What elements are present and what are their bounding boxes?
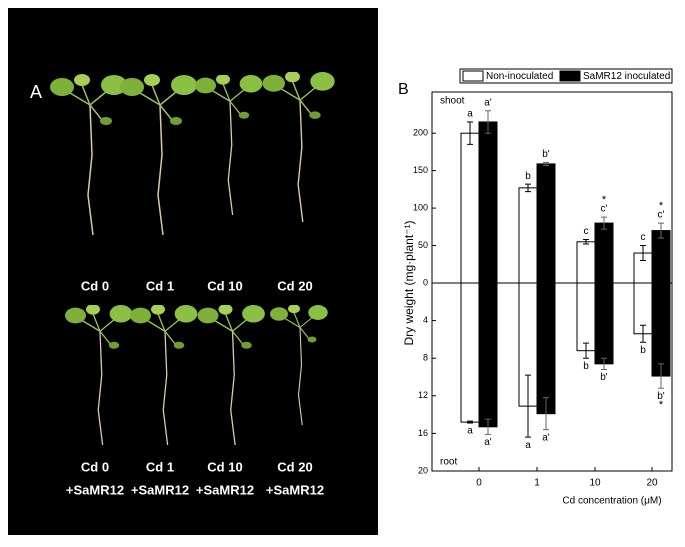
bar <box>536 282 556 415</box>
significance-letter: b <box>640 345 646 356</box>
plot-frame <box>431 91 673 472</box>
significance-letter: b' <box>600 372 608 383</box>
error-bar <box>640 245 646 262</box>
y-tick-label: 100 <box>413 202 428 212</box>
plant-label: Cd 0 <box>81 278 109 293</box>
error-bar <box>658 222 664 239</box>
y-tick-label: 50 <box>418 240 428 250</box>
significance-letter: b <box>583 361 589 372</box>
legend-label: Non-inoculated <box>486 71 553 82</box>
x-tick-label: 10 <box>589 478 601 489</box>
plant-label: Cd 20 <box>277 459 312 474</box>
error-bar <box>583 239 589 245</box>
y-tick-label: 8 <box>423 353 428 363</box>
significance-letter: b' <box>542 149 550 160</box>
significance-letter: a <box>525 440 531 451</box>
bar <box>576 241 596 284</box>
error-bar <box>543 161 549 166</box>
x-tick-label: 20 <box>646 478 658 489</box>
plant-label: +SaMR12 <box>131 482 189 497</box>
significance-letter: c <box>584 226 589 237</box>
y-tick-label: 16 <box>418 428 428 438</box>
bar <box>594 282 614 365</box>
error-bar <box>640 324 646 343</box>
error-bar <box>525 374 531 438</box>
error-bar <box>583 342 589 359</box>
error-bar <box>467 121 473 145</box>
y-tick-label: 0 <box>423 277 428 287</box>
significance-letter: c' <box>658 210 665 221</box>
bar <box>536 163 556 284</box>
bar <box>460 282 480 423</box>
error-bar <box>485 110 491 134</box>
legend-label: SaMR12 inoculated <box>583 71 670 82</box>
significance-letter: a' <box>542 432 550 443</box>
y-tick-label: 12 <box>418 390 428 400</box>
significance-star: * <box>602 194 607 206</box>
x-axis-label: Cd concentration (μM) <box>562 496 661 507</box>
significance-letter: c' <box>601 204 608 215</box>
significance-star: * <box>659 399 664 411</box>
significance-letter: b <box>525 171 531 182</box>
panel-label: A <box>30 82 42 102</box>
bar <box>651 282 671 377</box>
error-bar <box>467 420 473 424</box>
error-bar <box>601 357 607 370</box>
significance-letter: a' <box>484 437 492 448</box>
significance-letter: c <box>641 232 646 243</box>
plant-labels: Cd 0 Cd 1 Cd 10 Cd 20 Cd 0 +SaMR12 Cd 1 +SaMR12… <box>66 278 324 497</box>
legend-swatch <box>559 70 581 82</box>
region-label: shoot <box>440 96 465 107</box>
y-tick-label: 4 <box>423 315 428 325</box>
error-bar <box>543 397 549 431</box>
region-label: root <box>440 457 457 468</box>
plant-label: Cd 20 <box>277 278 312 293</box>
photo-background <box>8 8 378 535</box>
significance-letter: b' <box>657 391 665 402</box>
plant-label: +SaMR12 <box>196 482 254 497</box>
significance-star: * <box>659 200 664 212</box>
error-bar <box>601 216 607 230</box>
bar <box>576 282 596 352</box>
significance-letter: a <box>467 109 473 120</box>
plant-label: Cd 10 <box>207 459 242 474</box>
bar <box>478 121 498 284</box>
x-tick-label: 1 <box>534 478 540 489</box>
bar <box>460 132 480 284</box>
panel-label: B <box>398 81 409 98</box>
y-tick-label: 20 <box>418 465 428 475</box>
panel-a: A Cd 0 Cd 1 Cd 10 Cd 20 Cd 0 +SaMR12 Cd 1 +SaMR… <box>8 8 378 535</box>
x-tick-label: 0 <box>476 478 482 489</box>
plant-label: Cd 1 <box>146 459 174 474</box>
plant-label: +SaMR12 <box>266 482 324 497</box>
bar <box>478 282 498 428</box>
plant-label: Cd 0 <box>81 459 109 474</box>
plant-label: Cd 10 <box>207 278 242 293</box>
y-tick-label: 150 <box>413 165 428 175</box>
error-bar <box>525 183 531 193</box>
significance-letter: a <box>467 426 473 437</box>
y-tick-label: 200 <box>413 128 428 138</box>
error-bar <box>485 418 491 435</box>
plant-label: +SaMR12 <box>66 482 124 497</box>
y-axis-label: Dry weight (mg·plant⁻¹) <box>402 220 416 345</box>
significance-letter: a' <box>484 97 492 108</box>
bar <box>518 187 538 284</box>
bar <box>594 222 614 284</box>
legend-swatch <box>462 70 484 82</box>
error-bar <box>658 363 664 389</box>
plant-label: Cd 1 <box>146 278 174 293</box>
